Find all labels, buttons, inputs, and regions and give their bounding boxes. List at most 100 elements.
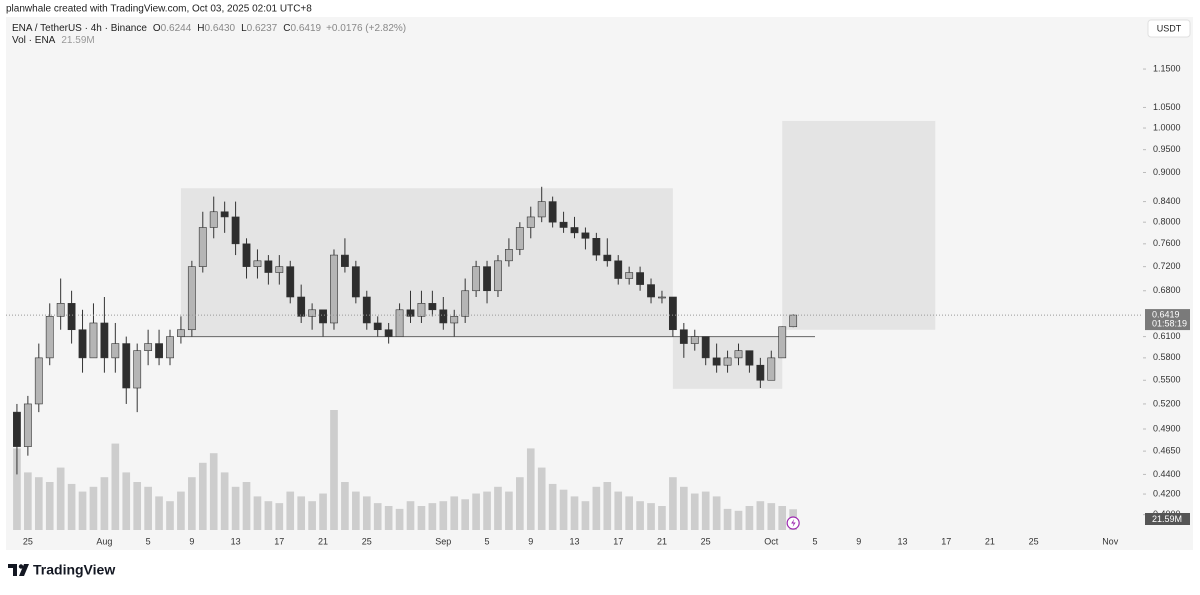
volume-bar <box>67 483 76 530</box>
volume-bar <box>494 486 502 530</box>
volume-bar <box>592 486 601 530</box>
volume-bar <box>330 410 338 530</box>
candle-body <box>122 343 131 389</box>
volume-bar <box>155 496 163 530</box>
ohlc-value: 0.6430 <box>205 23 236 34</box>
x-tick-label: 25 <box>23 536 33 546</box>
candle-body <box>351 266 360 298</box>
volume-bar <box>100 477 109 530</box>
volume-bar <box>570 496 579 530</box>
candle-body <box>559 221 568 228</box>
volume-bar <box>690 493 699 530</box>
candle-body <box>67 303 76 331</box>
candle-body <box>636 272 645 285</box>
currency[interactable]: USDT <box>1157 23 1182 33</box>
volume-bar <box>308 501 316 530</box>
volume-bar <box>417 506 426 530</box>
candle-body <box>406 309 415 317</box>
candle-body <box>767 357 776 381</box>
volume-bar <box>286 491 295 530</box>
candle-body <box>264 260 273 273</box>
y-tick-label: 0.4400 <box>1153 469 1181 479</box>
volume-bar <box>472 493 480 530</box>
volume-bar <box>406 501 415 530</box>
candle-body <box>155 343 163 359</box>
volume-bar <box>144 486 152 530</box>
x-tick-label: Nov <box>1102 536 1119 546</box>
y-tick-label: 1.0000 <box>1153 122 1181 132</box>
last-price-tag <box>1145 309 1190 331</box>
candle-body <box>679 329 688 344</box>
y-tick-label: 1.1500 <box>1153 63 1181 73</box>
candle-body <box>734 350 743 359</box>
time-axis: 25 Aug 5 9 13 17 21 25 Sep 5 9 13 17 21 25 Oct 5 9 13 17 21 2… <box>23 536 1119 546</box>
volume-bar <box>614 491 623 530</box>
volume-bar <box>395 508 404 530</box>
volume-bar <box>723 508 732 530</box>
volume-bar <box>78 491 87 530</box>
y-tick-label: 0.4200 <box>1153 488 1181 498</box>
candle-body <box>319 309 327 324</box>
x-tick-label: 13 <box>569 536 579 546</box>
volume-bar <box>24 472 32 530</box>
candle-body <box>778 326 787 359</box>
volume-bar <box>505 491 513 530</box>
header: planwhale created with TradingView.com, … <box>6 4 312 15</box>
candle-body <box>537 201 546 218</box>
zone <box>782 120 936 330</box>
candle-body <box>177 329 185 337</box>
candle-body <box>187 266 196 331</box>
volume-bar <box>384 506 393 530</box>
volume-bar <box>297 496 306 530</box>
volume-value: 21.59M <box>61 35 94 46</box>
candle-body <box>483 266 491 292</box>
volume-bar <box>636 501 644 530</box>
volume-bar <box>56 467 65 530</box>
candle-body <box>614 260 623 279</box>
volume-bar <box>526 448 535 530</box>
volume-bar <box>13 448 21 530</box>
symbol: ENA / TetherUS · 4h · Binance <box>12 23 147 34</box>
candle-body <box>23 403 32 447</box>
x-tick-label: 5 <box>813 536 818 546</box>
x-tick-label: Sep <box>435 536 451 546</box>
candle-body <box>308 309 317 317</box>
y-tick-label: 0.5500 <box>1153 375 1181 385</box>
y-tick-label: 0.6800 <box>1153 285 1181 295</box>
volume-bar <box>439 501 448 530</box>
ohlc-value: 0.6244 <box>161 23 192 34</box>
volume-bar <box>625 496 633 530</box>
x-tick-label: 17 <box>613 536 623 546</box>
candle-body <box>384 329 393 337</box>
logo-mark <box>8 564 17 576</box>
x-tick-label: 5 <box>485 536 490 546</box>
y-tick-label: 0.9000 <box>1153 167 1181 177</box>
candle-body <box>592 238 601 256</box>
candle-body <box>668 296 677 331</box>
brand: TradingView <box>33 562 115 578</box>
candle-body <box>253 260 262 267</box>
last-price-label: 0.6419 <box>1152 309 1180 319</box>
volume-bar <box>111 443 120 530</box>
candle-body <box>581 232 590 239</box>
volume-bar <box>362 496 371 530</box>
y-tick-label: 0.8400 <box>1153 196 1181 206</box>
volume-bar <box>319 493 327 530</box>
y-tick-label: 0.7600 <box>1153 238 1181 248</box>
ohlc-key: O <box>153 23 161 34</box>
currency-button[interactable] <box>1147 19 1191 38</box>
volume-bar <box>669 477 677 530</box>
ohlc-value: 0.6237 <box>247 23 278 34</box>
volume-bar <box>756 501 765 530</box>
candle-body <box>231 216 240 245</box>
x-tick-label: 9 <box>856 536 861 546</box>
volume-bar <box>767 503 776 530</box>
candle-body <box>111 343 120 359</box>
volume-bar <box>778 506 787 530</box>
volume-bar <box>341 482 349 530</box>
x-tick-label: 9 <box>528 536 533 546</box>
y-tick-label: 0.5800 <box>1153 352 1181 362</box>
volume-bar <box>461 499 469 530</box>
y-tick-label: 0.4900 <box>1153 423 1181 433</box>
